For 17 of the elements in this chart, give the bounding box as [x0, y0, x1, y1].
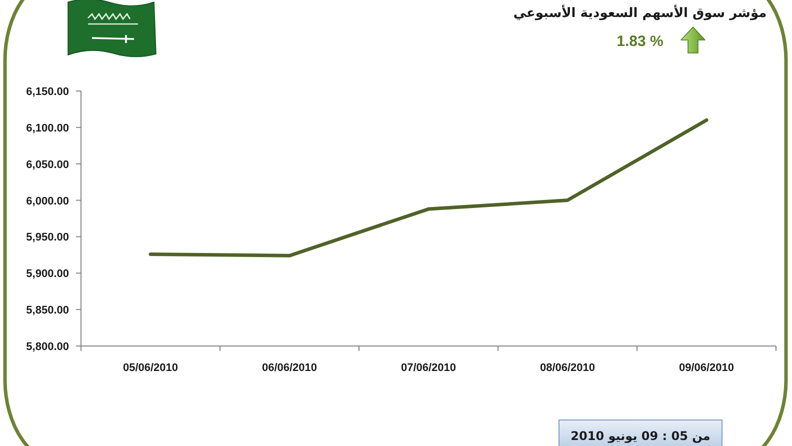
- y-tick-label: 5,850.00: [26, 304, 69, 317]
- text: من 05 : 09 يونيو 2010: [570, 429, 710, 443]
- x-tick-label: 06/06/2010: [262, 362, 318, 374]
- y-tick-label: 6,050.00: [26, 158, 69, 171]
- x-tick-label: 09/06/2010: [678, 362, 734, 374]
- text: 1.83 %: [616, 33, 664, 50]
- y-tick-label: 5,900.00: [26, 268, 69, 280]
- y-tick-label: 5,800.00: [26, 341, 69, 353]
- y-tick-label: 6,100.00: [26, 122, 69, 134]
- chart-title: مؤشر سوق الأسهم السعودية الأسبوعي: [513, 4, 767, 21]
- x-tick-label: 08/06/2010: [540, 362, 596, 374]
- y-tick-label: 6,150.00: [26, 86, 69, 98]
- y-tick-label: 5,950.00: [26, 232, 69, 244]
- x-tick-label: 05/06/2010: [122, 362, 178, 374]
- x-tick-label: 07/06/2010: [400, 362, 456, 374]
- y-tick-label: 6,000.00: [26, 195, 69, 208]
- line-series: [148, 118, 708, 258]
